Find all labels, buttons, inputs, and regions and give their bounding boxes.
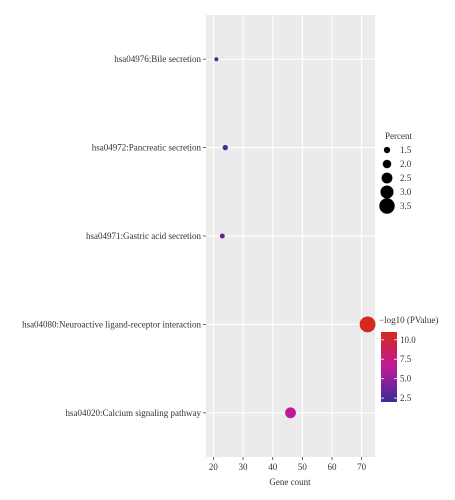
size-legend-label: 3.0: [400, 187, 412, 197]
data-point: [285, 407, 296, 419]
y-axis-labels: hsa04976:Bile secretion hsa04972:Pancreat…: [22, 54, 201, 418]
y-tick-label: hsa04972:Pancreatic secretion: [92, 143, 202, 153]
x-tick-label: 20: [209, 462, 219, 472]
size-legend-key: [380, 185, 394, 199]
data-points: [214, 57, 376, 419]
y-tick-label: hsa04976:Bile secretion: [114, 54, 201, 64]
color-legend: −log10 (PValue) 10.0 7.5 5.0 2.5: [379, 315, 438, 403]
y-tick-label: hsa04080:Neuroactive ligand-receptor int…: [22, 319, 201, 329]
data-point: [214, 57, 219, 62]
size-legend-label: 2.5: [400, 173, 412, 183]
color-legend-label: 10.0: [400, 335, 416, 345]
x-axis-title: Gene count: [269, 477, 311, 487]
x-axis-ticks: 20 30 40 50 60 70: [209, 457, 367, 472]
x-tick-label: 60: [328, 462, 338, 472]
color-legend-bar: [381, 332, 397, 402]
size-legend-key: [379, 198, 395, 214]
color-legend-label: 5.0: [400, 374, 412, 384]
x-tick-label: 40: [268, 462, 278, 472]
y-tick-label: hsa04971:Gastric acid secretion: [86, 231, 201, 241]
x-tick-label: 70: [357, 462, 367, 472]
color-legend-label: 7.5: [400, 354, 412, 364]
y-axis-ticks: [203, 58, 206, 414]
size-legend-key: [383, 146, 391, 154]
data-point: [222, 144, 228, 151]
color-legend-title: −log10 (PValue): [379, 315, 438, 325]
data-point: [359, 316, 376, 333]
x-tick-label: 30: [239, 462, 249, 472]
size-legend-label: 2.0: [400, 159, 412, 169]
color-legend-label: 2.5: [400, 393, 412, 403]
size-legend: Percent 1.5 2.0 2.5 3.0 3.5: [379, 131, 412, 214]
y-tick-label: hsa04020:Calcium signaling pathway: [66, 408, 202, 418]
size-legend-title: Percent: [385, 131, 412, 141]
size-legend-label: 1.5: [400, 145, 412, 155]
data-point: [219, 233, 225, 239]
size-legend-key: [381, 172, 393, 184]
size-legend-key: [382, 159, 392, 169]
size-legend-label: 3.5: [400, 201, 412, 211]
x-tick-label: 50: [298, 462, 308, 472]
